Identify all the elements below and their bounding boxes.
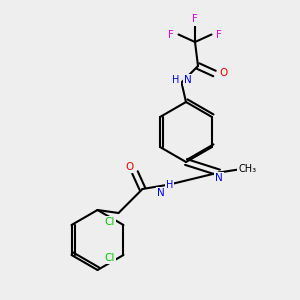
Text: F: F [168, 29, 174, 40]
Text: H: H [166, 179, 173, 190]
Text: F: F [192, 14, 198, 25]
Text: CH₃: CH₃ [238, 164, 256, 175]
Text: Cl: Cl [105, 253, 115, 263]
Text: N: N [215, 173, 223, 183]
Text: N: N [184, 75, 192, 85]
Text: O: O [219, 68, 228, 79]
Text: O: O [125, 162, 134, 172]
Text: N: N [157, 188, 165, 198]
Text: F: F [216, 29, 222, 40]
Text: Cl: Cl [105, 217, 115, 227]
Text: H: H [172, 75, 180, 85]
